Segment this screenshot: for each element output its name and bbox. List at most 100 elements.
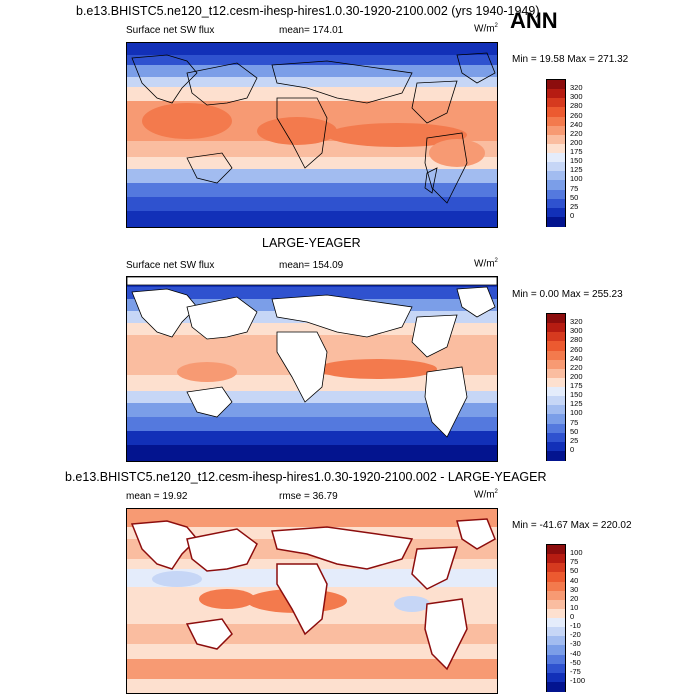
colorbar-tick-label: 125 (570, 165, 583, 175)
colorbar-segment (547, 332, 565, 342)
colorbar-tick-label: 25 (570, 435, 579, 445)
colorbar-tick-label: 150 (570, 156, 583, 166)
colorbar-segment (547, 627, 565, 637)
colorbar-segment (547, 396, 565, 406)
colorbar-tick-label: 260 (570, 110, 583, 120)
colorbar-segment (547, 636, 565, 646)
map-field (127, 509, 497, 693)
colorbar-diff (546, 544, 566, 692)
colorbar-tick-label: -50 (570, 657, 581, 667)
colorbar-tick-label: 0 (570, 612, 575, 621)
colorbar-obs (546, 313, 566, 461)
variable-label: Surface net SW flux (126, 260, 215, 271)
season-label: ANN (510, 8, 558, 33)
colorbar-tick-label: 175 (570, 147, 583, 156)
colorbar-ticks-model: 320 300 280 260 240 220 200 175 150 125 100 75 50 25 0 (570, 79, 600, 227)
map-field (127, 277, 497, 461)
units-label: W/m2 (474, 23, 498, 35)
colorbar-segment (547, 134, 565, 145)
colorbar-tick-label: 150 (570, 390, 583, 400)
colorbar-tick-label: -100 (570, 675, 586, 685)
colorbar-model (546, 79, 566, 227)
colorbar-tick-label: 20 (570, 593, 579, 603)
colorbar-segment (547, 387, 565, 397)
colorbar-tick-label: 220 (570, 128, 583, 138)
colorbar-segment (547, 98, 565, 108)
colorbar-segment (547, 143, 565, 154)
map-plot (126, 42, 498, 228)
colorbar-tick-label: 100 (570, 408, 583, 418)
colorbar-ticks-diff: 100 75 50 40 30 20 10 0 -10 -20 -30 -40 -50 -75 -100 (570, 544, 600, 692)
colorbar-segment (547, 681, 565, 692)
colorbar-segment (547, 581, 565, 592)
colorbar-segment (547, 663, 565, 674)
colorbar-tick-label: 200 (570, 371, 583, 381)
map-plot (126, 276, 498, 462)
colorbar-segment (547, 572, 565, 582)
colorbar-tick-label: 0 (570, 444, 575, 454)
colorbar-tick-label: -40 (570, 648, 581, 658)
colorbar-segment (547, 599, 565, 610)
colorbar-segment (547, 590, 565, 601)
rmse-label: rmse = 36.79 (279, 491, 338, 502)
colorbar-segment (547, 423, 565, 434)
colorbar-tick-label: -10 (570, 621, 581, 631)
colorbar-segment (547, 672, 565, 683)
colorbar-tick-label: 50 (570, 192, 579, 202)
minmax-label: Min = -41.67 Max = 220.02 (512, 520, 632, 531)
colorbar-tick-label: 100 (570, 174, 583, 184)
colorbar-segment (547, 608, 565, 619)
colorbar-tick-label: 280 (570, 335, 583, 345)
minmax-label: Min = 19.58 Max = 271.32 (512, 54, 629, 65)
colorbar-segment (547, 198, 565, 209)
colorbar-tick-label: 125 (570, 399, 583, 409)
colorbar-tick-label: 320 (570, 317, 583, 327)
colorbar-segment (547, 350, 565, 361)
colorbar-tick-label: 175 (570, 381, 583, 390)
colorbar-segment (547, 432, 565, 443)
colorbar-tick-label: 100 (570, 548, 583, 558)
colorbar-tick-label: 280 (570, 101, 583, 111)
colorbar-segment (547, 171, 565, 181)
colorbar-tick-label: 0 (570, 210, 575, 220)
colorbar-segment (547, 441, 565, 452)
colorbar-segment (547, 125, 565, 136)
colorbar-segment (547, 554, 565, 564)
colorbar-segment (547, 563, 565, 573)
colorbar-tick-label: 300 (570, 92, 583, 102)
colorbar-ticks-obs: 320 300 280 260 240 220 200 175 150 125 100 75 50 25 0 (570, 313, 600, 461)
colorbar-segment (547, 180, 565, 190)
variable-label: Surface net SW flux (126, 25, 215, 36)
colorbar-tick-label: 25 (570, 201, 579, 211)
panel-subtitle: b.e13.BHISTC5.ne120_t12.cesm-ihesp-hires… (65, 470, 547, 484)
colorbar-tick-label: -75 (570, 666, 581, 676)
colorbar-segment (547, 207, 565, 218)
colorbar-tick-label: 200 (570, 137, 583, 147)
colorbar-tick-label: 10 (570, 602, 579, 612)
colorbar-tick-label: 240 (570, 353, 583, 363)
colorbar-tick-label: -20 (570, 630, 581, 640)
colorbar-segment (547, 405, 565, 415)
colorbar-segment (547, 341, 565, 351)
map-plot (126, 508, 498, 694)
colorbar-tick-label: -30 (570, 639, 581, 649)
colorbar-segment (547, 153, 565, 163)
colorbar-segment (547, 654, 565, 665)
colorbar-tick-label: 320 (570, 83, 583, 93)
colorbar-segment (547, 107, 565, 117)
colorbar-segment (547, 80, 565, 90)
colorbar-tick-label: 300 (570, 326, 583, 336)
colorbar-tick-label: 50 (570, 566, 579, 576)
mean-label: mean= 174.01 (279, 25, 344, 36)
colorbar-segment (547, 162, 565, 172)
colorbar-tick-label: 40 (570, 575, 579, 585)
figure-title: b.e13.BHISTC5.ne120_t12.cesm-ihesp-hires… (76, 4, 540, 18)
colorbar-segment (547, 450, 565, 461)
colorbar-segment (547, 414, 565, 424)
colorbar-segment (547, 89, 565, 99)
units-label: W/m2 (474, 489, 498, 501)
map-field (127, 43, 497, 227)
colorbar-segment (547, 314, 565, 324)
colorbar-segment (547, 359, 565, 370)
colorbar-segment (547, 618, 565, 628)
